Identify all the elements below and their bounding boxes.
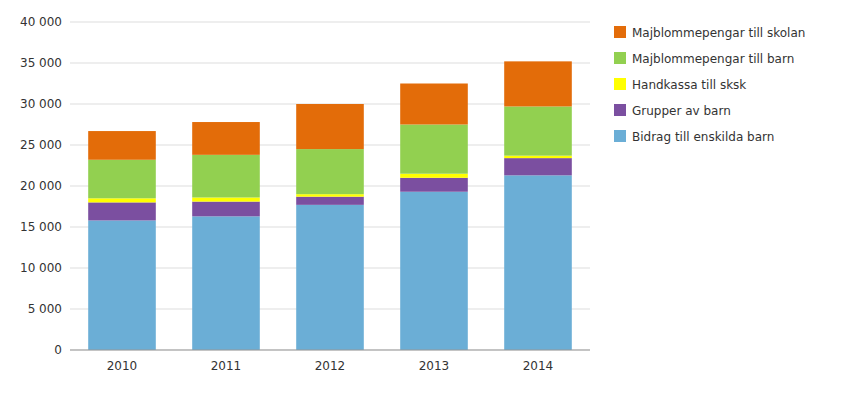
bar-segment [296,194,364,196]
grid-line [70,22,590,23]
bar-segment [400,192,468,350]
bar-segment [400,84,468,125]
x-tick-label: 2014 [523,359,554,373]
bar-segment [296,104,364,149]
bar-segment [192,122,260,155]
bar-segment [88,131,156,160]
bar-segment [192,202,260,217]
bar-segment [296,197,364,205]
legend-swatch [614,26,626,38]
bar-segment [192,216,260,350]
legend: Majblommepengar till skolan Majblommepeng… [614,26,805,144]
y-tick-label: 20 000 [20,179,62,193]
bar-segment [88,198,156,202]
y-tick-label: 10 000 [20,261,62,275]
grid-line [70,350,590,351]
legend-swatch [614,130,626,142]
bar-segment [296,205,364,350]
bar-segment [400,178,468,192]
y-tick-label: 30 000 [20,97,62,111]
y-tick-label: 5 000 [28,302,62,316]
bar-segment [192,155,260,198]
legend-label: Handkassa till sksk [632,78,746,92]
y-tick-label: 25 000 [20,138,62,152]
bar-segment [88,160,156,199]
bar-segment [504,175,572,350]
bar-segment [192,197,260,201]
chart-svg: 0 5 000 10 000 15 000 20 000 25 000 30 000 35 0… [0,0,861,397]
legend-swatch [614,52,626,64]
bar-segment [296,149,364,194]
y-tick-label: 0 [54,343,62,357]
legend-swatch [614,78,626,90]
bar-segment [88,220,156,350]
bar-segment [504,61,572,106]
x-axis-line [70,350,590,351]
y-tick-label: 15 000 [20,220,62,234]
bar-segment [400,125,468,174]
bar-segment [504,106,572,155]
bar-segment [504,158,572,175]
y-tick-label: 40 000 [20,15,62,29]
legend-swatch [614,104,626,116]
legend-label: Majblommepengar till barn [632,52,794,66]
chart-container: 0 5 000 10 000 15 000 20 000 25 000 30 000 35 0… [0,0,861,397]
x-tick-label: 2013 [419,359,450,373]
legend-label: Majblommepengar till skolan [632,26,805,40]
x-tick-label: 2011 [211,359,242,373]
bar-segment [504,156,572,158]
x-tick-label: 2012 [315,359,346,373]
y-tick-label: 35 000 [20,56,62,70]
grid [70,22,590,350]
legend-label: Grupper av barn [632,104,731,118]
x-axis: 2010 2011 2012 2013 2014 [70,350,590,373]
bars [88,61,572,350]
bar-segment [400,174,468,178]
bar-segment [88,202,156,220]
y-axis: 0 5 000 10 000 15 000 20 000 25 000 30 000 35 0… [20,15,62,357]
x-tick-label: 2010 [107,359,138,373]
legend-label: Bidrag till enskilda barn [632,130,774,144]
